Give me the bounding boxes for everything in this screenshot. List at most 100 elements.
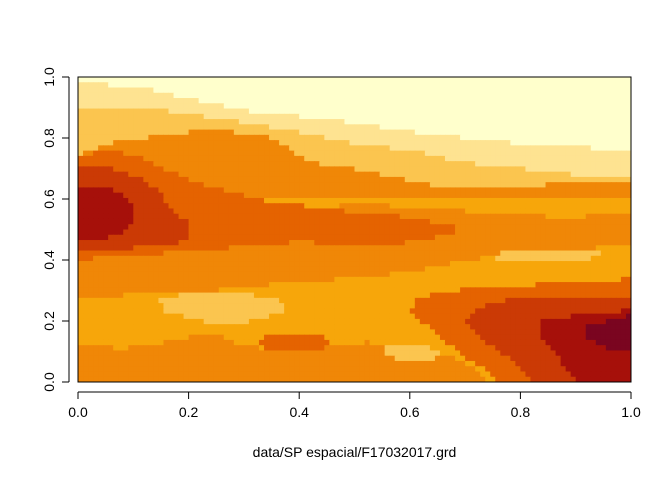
heatmap-cell	[570, 155, 577, 162]
heatmap-cell	[178, 134, 185, 141]
heatmap-cell	[505, 255, 511, 262]
heatmap-cell	[243, 161, 250, 167]
heatmap-cell	[258, 98, 265, 104]
heatmap-cell	[575, 303, 582, 309]
heatmap-cell	[143, 113, 149, 120]
heatmap-cell	[575, 119, 582, 125]
heatmap-cell	[284, 208, 290, 215]
heatmap-cell	[505, 176, 511, 183]
heatmap-cell	[279, 218, 285, 225]
heatmap-cell	[394, 176, 401, 183]
heatmap-cell	[595, 271, 602, 278]
heatmap-cell	[183, 187, 190, 194]
heatmap-cell	[520, 197, 527, 204]
heatmap-cell	[500, 103, 506, 110]
heatmap-cell	[394, 240, 401, 246]
heatmap-cell	[424, 166, 431, 173]
heatmap-cell	[279, 166, 285, 173]
heatmap-cell	[329, 171, 335, 178]
heatmap-cell	[570, 303, 577, 309]
heatmap-cell	[238, 303, 245, 309]
heatmap-cell	[258, 282, 265, 288]
heatmap-cell	[128, 313, 134, 320]
heatmap-cell	[294, 182, 300, 189]
heatmap-cell	[595, 103, 602, 110]
heatmap-cell	[253, 229, 260, 236]
heatmap-cell	[424, 213, 431, 220]
heatmap-cell	[590, 282, 597, 288]
heatmap-cell	[470, 124, 476, 131]
heatmap-cell	[409, 182, 416, 189]
heatmap-cell	[128, 203, 134, 210]
heatmap-cell	[389, 218, 396, 225]
heatmap-cell	[480, 134, 486, 141]
heatmap-cell	[118, 77, 124, 83]
heatmap-cell	[394, 276, 401, 283]
heatmap-cell	[334, 92, 341, 99]
heatmap-cell	[349, 119, 356, 125]
heatmap-cell	[253, 192, 260, 199]
heatmap-cell	[314, 261, 320, 267]
heatmap-cell	[404, 287, 411, 294]
heatmap-cell	[153, 87, 160, 94]
heatmap-cell	[434, 161, 441, 167]
heatmap-cell	[294, 308, 300, 315]
heatmap-cell	[575, 77, 582, 83]
heatmap-cell	[590, 134, 597, 141]
heatmap-cell	[223, 98, 230, 104]
heatmap-cell	[218, 197, 225, 204]
heatmap-cell	[83, 297, 89, 304]
heatmap-cell	[98, 92, 104, 99]
heatmap-cell	[128, 197, 134, 204]
heatmap-cell	[585, 140, 592, 146]
heatmap-cell	[118, 155, 124, 162]
heatmap-cell	[143, 182, 149, 189]
heatmap-cell	[258, 161, 265, 167]
heatmap-cell	[168, 255, 175, 262]
heatmap-cell	[585, 176, 592, 183]
heatmap-cell	[384, 282, 391, 288]
heatmap-cell	[284, 113, 290, 120]
heatmap-cell	[319, 255, 325, 262]
heatmap-cell	[329, 303, 335, 309]
heatmap-cell	[289, 197, 295, 204]
heatmap-cell	[414, 224, 421, 231]
heatmap-cell	[349, 271, 356, 278]
heatmap-cell	[178, 229, 185, 236]
heatmap-cell	[605, 240, 612, 246]
heatmap-cell	[429, 282, 436, 288]
heatmap-cell	[148, 234, 155, 241]
heatmap-cell	[475, 155, 481, 162]
heatmap-cell	[510, 261, 516, 267]
heatmap-cell	[148, 150, 155, 157]
heatmap-cell	[555, 266, 562, 273]
heatmap-cell	[550, 292, 557, 299]
heatmap-cell	[98, 287, 104, 294]
heatmap-cell	[475, 108, 481, 115]
heatmap-cell	[545, 187, 552, 194]
heatmap-cell	[173, 150, 180, 157]
heatmap-cell	[243, 98, 250, 104]
heatmap-cell	[284, 234, 290, 241]
heatmap-cell	[319, 208, 325, 215]
heatmap-cell	[269, 255, 275, 262]
heatmap-cell	[309, 92, 315, 99]
heatmap-cell	[349, 87, 356, 94]
heatmap-cell	[620, 108, 627, 115]
heatmap-cell	[379, 161, 386, 167]
heatmap-cell	[309, 77, 315, 83]
heatmap-cell	[88, 197, 94, 204]
heatmap-cell	[600, 255, 607, 262]
heatmap-cell	[444, 218, 451, 225]
heatmap-cell	[299, 82, 305, 89]
heatmap-cell	[595, 166, 602, 173]
heatmap-cell	[264, 250, 270, 257]
heatmap-cell	[570, 176, 577, 183]
heatmap-cell	[495, 124, 501, 131]
heatmap-cell	[113, 171, 119, 178]
heatmap-cell	[480, 98, 486, 104]
heatmap-cell	[168, 77, 175, 83]
heatmap-cell	[535, 282, 542, 288]
heatmap-cell	[409, 171, 416, 178]
heatmap-cell	[133, 166, 139, 173]
